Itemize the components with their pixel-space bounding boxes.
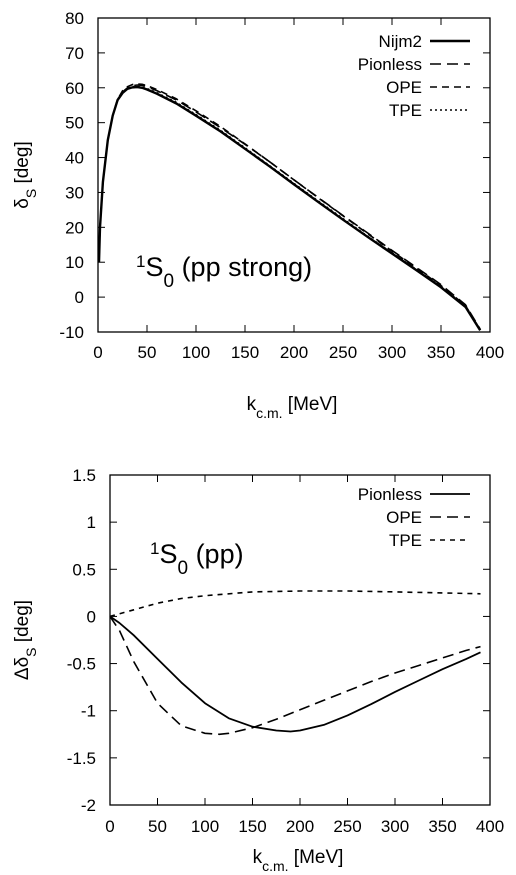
y-tick-label: 60 — [65, 79, 84, 98]
y-tick-label: -1.5 — [67, 749, 96, 768]
x-tick-label: 400 — [476, 817, 504, 836]
x-axis-title: kc.m. [MeV] — [253, 847, 344, 874]
y-tick-label: -1 — [81, 702, 96, 721]
plot-frame — [109, 474, 491, 806]
legend-label: TPE — [389, 531, 422, 550]
x-axis-title: kc.m. [MeV] — [247, 394, 338, 421]
y-tick-label: 1 — [87, 513, 96, 532]
x-tick-label: 200 — [286, 817, 314, 836]
series-line-ope — [98, 83, 481, 331]
x-tick-label: 250 — [329, 343, 357, 362]
y-tick-label: 80 — [65, 9, 84, 28]
x-tick-label: 100 — [182, 343, 210, 362]
x-tick-label: 300 — [378, 343, 406, 362]
y-tick-label: 0 — [87, 607, 96, 626]
series-line-ope — [109, 615, 481, 736]
x-tick-label: 150 — [231, 343, 259, 362]
y-tick-label: 30 — [65, 183, 84, 202]
series-line-nijm2 — [97, 85, 482, 331]
phase-shift-chart: 0 50 100 150 200 250 300 350 400 -10 0 10 20 30 40 50 60… — [12, 9, 504, 421]
x-tick-label: 350 — [428, 817, 456, 836]
panel-label: 1S0 (pp) — [150, 539, 244, 579]
x-tick-label: 350 — [427, 343, 455, 362]
y-tick-label: 10 — [65, 253, 84, 272]
x-tick-label: 0 — [105, 817, 114, 836]
x-tick-label: 400 — [476, 343, 504, 362]
y-tick-label: 20 — [65, 218, 84, 237]
plot-frame — [97, 17, 491, 333]
legend-label: Nijm2 — [379, 32, 422, 51]
y-axis-title: δS [deg] — [12, 141, 39, 208]
panel-label: 1S0 (pp strong) — [136, 252, 312, 292]
x-tick-label: 250 — [333, 817, 361, 836]
x-tick-label: 50 — [148, 817, 167, 836]
y-tick-label: 70 — [65, 44, 84, 63]
legend-label: OPE — [386, 78, 422, 97]
series-line-tpe — [109, 590, 481, 618]
legend-label: Pionless — [358, 485, 422, 504]
y-tick-label: 50 — [65, 114, 84, 133]
x-tick-label: 300 — [381, 817, 409, 836]
y-tick-label: 0.5 — [72, 560, 96, 579]
x-tick-label: 200 — [280, 343, 308, 362]
x-tick-label: 50 — [138, 343, 157, 362]
phase-shift-difference-chart: 0 50 100 150 200 250 300 350 400 -2 -1.5 -1 -0.5 0 0.5… — [12, 466, 504, 874]
legend-label: Pionless — [358, 55, 422, 74]
legend-label: TPE — [389, 101, 422, 120]
x-tick-label: 0 — [93, 343, 102, 362]
y-tick-label: 40 — [65, 149, 84, 168]
y-axis-title: ΔδS [deg] — [12, 600, 39, 680]
x-tick-label: 100 — [191, 817, 219, 836]
series-line-pionless — [98, 84, 481, 330]
y-tick-label: -0.5 — [67, 655, 96, 674]
y-tick-label: 0 — [75, 288, 84, 307]
y-tick-label: 1.5 — [72, 466, 96, 485]
y-tick-label: -10 — [59, 323, 84, 342]
x-tick-label: 150 — [238, 817, 266, 836]
series-line-tpe — [98, 85, 481, 331]
series-line-pionless — [109, 615, 481, 733]
legend-label: OPE — [386, 508, 422, 527]
y-tick-label: -2 — [81, 796, 96, 815]
